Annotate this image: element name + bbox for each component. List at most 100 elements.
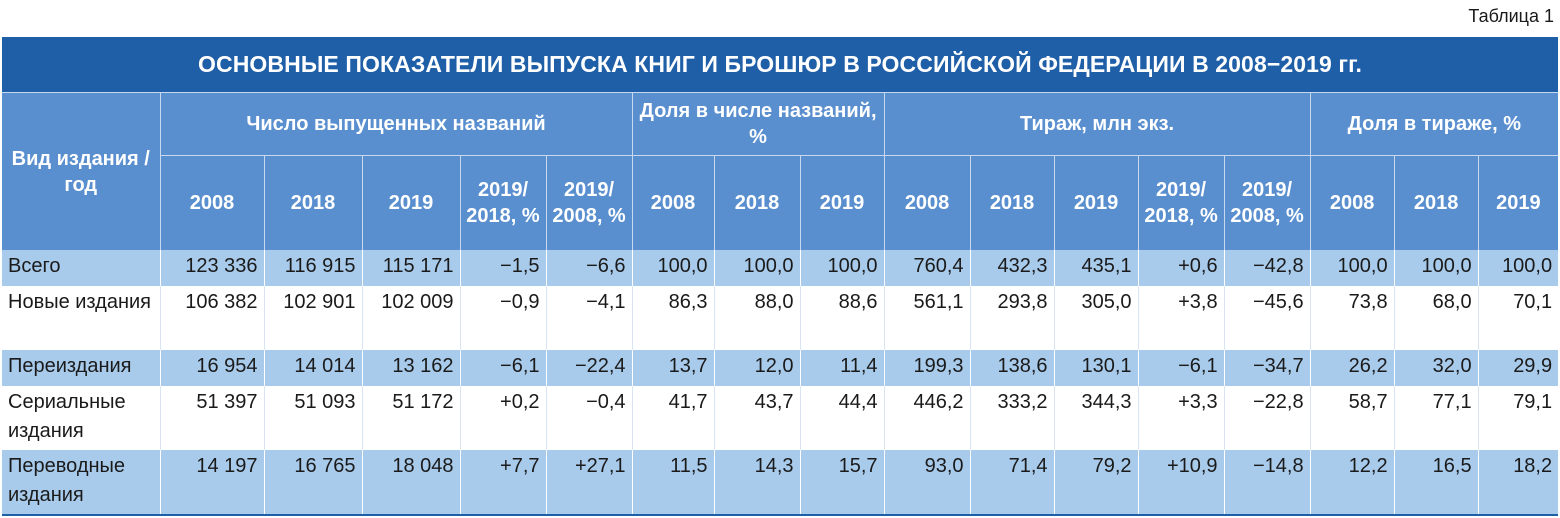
data-cell: −14,8 bbox=[1223, 450, 1311, 516]
data-cell: +0,6 bbox=[1137, 250, 1225, 286]
table-title: ОСНОВНЫЕ ПОКАЗАТЕЛИ ВЫПУСКА КНИГ И БРОШЮ… bbox=[198, 51, 1362, 77]
data-cell: 12,2 bbox=[1309, 450, 1395, 516]
data-cell: 199,3 bbox=[883, 350, 971, 386]
data-cell: 561,1 bbox=[883, 286, 971, 350]
subheader-cell: 2018 bbox=[263, 155, 362, 250]
data-cell: +3,8 bbox=[1137, 286, 1225, 350]
data-cell: 68,0 bbox=[1393, 286, 1479, 350]
data-cell: 100,0 bbox=[1477, 250, 1559, 286]
row-label: Переиздания bbox=[2, 350, 160, 386]
row-label: Переводные издания bbox=[2, 450, 160, 516]
data-cell: 14,3 bbox=[713, 450, 801, 516]
data-cell: 102 009 bbox=[361, 286, 460, 350]
data-cell: 16 954 bbox=[159, 350, 264, 386]
data-cell: 106 382 bbox=[159, 286, 264, 350]
data-cell: 344,3 bbox=[1053, 386, 1139, 450]
data-cell: 333,2 bbox=[969, 386, 1055, 450]
header-row-years: 2008 2018 2019 2019/ 2018, % 2019/ 2008,… bbox=[2, 155, 1559, 250]
row-label: Сериальные издания bbox=[2, 386, 160, 450]
table-row-serial-editions: Сериальные издания 51 397 51 093 51 172 … bbox=[2, 386, 1559, 450]
data-cell: +10,9 bbox=[1137, 450, 1225, 516]
group-header-print-share: Доля в тираже, % bbox=[1309, 92, 1559, 156]
data-cell: 123 336 bbox=[159, 250, 264, 286]
data-cell: 760,4 bbox=[883, 250, 971, 286]
data-cell: +0,2 bbox=[459, 386, 546, 450]
data-cell: 13 162 bbox=[361, 350, 460, 386]
data-cell: 18 048 bbox=[361, 450, 460, 516]
data-cell: −6,1 bbox=[459, 350, 546, 386]
subheader-cell: 2008 bbox=[631, 155, 715, 250]
data-cell: 446,2 bbox=[883, 386, 971, 450]
header-row-groups: Вид издания / год Число выпущенных назва… bbox=[2, 92, 1559, 250]
subheader-cell: 2019 bbox=[799, 155, 885, 250]
subheader-cell: 2018 bbox=[713, 155, 801, 250]
data-cell: −0,4 bbox=[545, 386, 633, 450]
data-cell: +7,7 bbox=[459, 450, 546, 516]
subheader-cell: 2019/ 2018, % bbox=[459, 155, 546, 250]
table-number-label: Таблица 1 bbox=[1468, 6, 1554, 26]
data-cell: 73,8 bbox=[1309, 286, 1395, 350]
subheader-cell: 2019/ 2008, % bbox=[545, 155, 633, 250]
data-cell: 100,0 bbox=[1309, 250, 1395, 286]
data-cell: 79,2 bbox=[1053, 450, 1139, 516]
table-row-total: Всего 123 336 116 915 115 171 −1,5 −6,6 … bbox=[2, 250, 1559, 286]
group-header-titles-count: Число выпущенных названий bbox=[159, 92, 633, 156]
data-cell: 41,7 bbox=[631, 386, 715, 450]
data-cell: 12,0 bbox=[713, 350, 801, 386]
data-cell: −22,4 bbox=[545, 350, 633, 386]
subheader-cell: 2018 bbox=[969, 155, 1055, 250]
data-cell: 116 915 bbox=[263, 250, 362, 286]
data-cell: 435,1 bbox=[1053, 250, 1139, 286]
table-row-reissues: Переиздания 16 954 14 014 13 162 −6,1 −2… bbox=[2, 350, 1559, 386]
data-cell: 70,1 bbox=[1477, 286, 1559, 350]
data-cell: −6,1 bbox=[1137, 350, 1225, 386]
data-cell: −42,8 bbox=[1223, 250, 1311, 286]
data-cell: 16 765 bbox=[263, 450, 362, 516]
data-cell: +3,3 bbox=[1137, 386, 1225, 450]
data-cell: 138,6 bbox=[969, 350, 1055, 386]
data-cell: 29,9 bbox=[1477, 350, 1559, 386]
subheader-cell: 2019 bbox=[1053, 155, 1139, 250]
group-header-titles-share: Доля в числе названий, % bbox=[631, 92, 885, 156]
data-cell: 43,7 bbox=[713, 386, 801, 450]
subheader-cell: 2018 bbox=[1393, 155, 1479, 250]
subheader-cell: 2019 bbox=[361, 155, 460, 250]
data-cell: 58,7 bbox=[1309, 386, 1395, 450]
data-cell: −1,5 bbox=[459, 250, 546, 286]
data-cell: 51 397 bbox=[159, 386, 264, 450]
subheader-cell: 2008 bbox=[1309, 155, 1395, 250]
data-cell: 11,4 bbox=[799, 350, 885, 386]
data-cell: 88,6 bbox=[799, 286, 885, 350]
table-row-translated-editions: Переводные издания 14 197 16 765 18 048 … bbox=[2, 450, 1559, 516]
data-cell: −0,9 bbox=[459, 286, 546, 350]
data-cell: 115 171 bbox=[361, 250, 460, 286]
subheader-cell: 2008 bbox=[883, 155, 971, 250]
data-cell: 100,0 bbox=[1393, 250, 1479, 286]
data-cell: −4,1 bbox=[545, 286, 633, 350]
table-row-new-editions: Новые издания 106 382 102 901 102 009 −0… bbox=[2, 286, 1559, 350]
data-cell: 32,0 bbox=[1393, 350, 1479, 386]
data-cell: 51 172 bbox=[361, 386, 460, 450]
data-cell: −6,6 bbox=[545, 250, 633, 286]
statistics-table: Вид издания / год Число выпущенных назва… bbox=[2, 92, 1559, 516]
data-cell: 77,1 bbox=[1393, 386, 1479, 450]
data-cell: 293,8 bbox=[969, 286, 1055, 350]
data-cell: 18,2 bbox=[1477, 450, 1559, 516]
row-label: Новые издания bbox=[2, 286, 160, 350]
data-cell: 432,3 bbox=[969, 250, 1055, 286]
data-cell: 13,7 bbox=[631, 350, 715, 386]
data-cell: −34,7 bbox=[1223, 350, 1311, 386]
data-cell: +27,1 bbox=[545, 450, 633, 516]
subheader-cell: 2019/ 2018, % bbox=[1137, 155, 1225, 250]
data-cell: 305,0 bbox=[1053, 286, 1139, 350]
data-cell: 14 014 bbox=[263, 350, 362, 386]
data-cell: −22,8 bbox=[1223, 386, 1311, 450]
row-label: Всего bbox=[2, 250, 160, 286]
subheader-cell: 2008 bbox=[159, 155, 264, 250]
data-cell: 88,0 bbox=[713, 286, 801, 350]
subheader-cell: 2019 bbox=[1477, 155, 1559, 250]
data-cell: 93,0 bbox=[883, 450, 971, 516]
data-cell: 15,7 bbox=[799, 450, 885, 516]
data-cell: 14 197 bbox=[159, 450, 264, 516]
table-title-bar: ОСНОВНЫЕ ПОКАЗАТЕЛИ ВЫПУСКА КНИГ И БРОШЮ… bbox=[2, 37, 1558, 92]
